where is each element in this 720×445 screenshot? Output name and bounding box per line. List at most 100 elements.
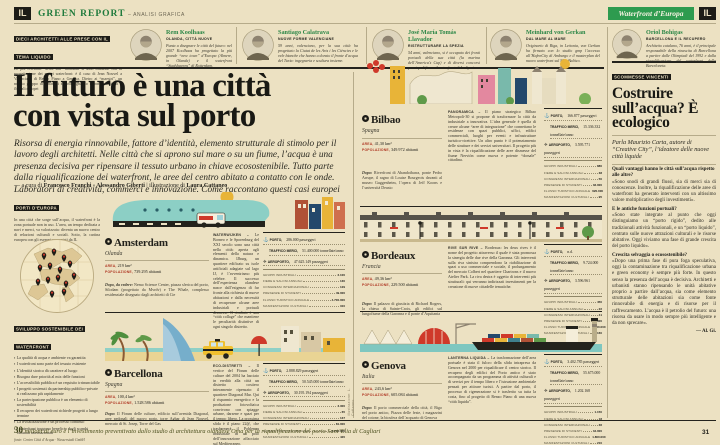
europe-map-icon: [20, 239, 94, 313]
city-country: Olanda: [105, 251, 123, 257]
city-stats-box: ⚓PORTO, 3.402.785 passeggeri TRAFFICO ME…: [544, 354, 606, 445]
interview-answer: «Dopo una prima fase di pura foga specul…: [612, 259, 716, 327]
stat-port: n.d.: [567, 250, 573, 254]
city-body-text: ECO-DISTRETTI – Il vertice del Fòrum del…: [213, 363, 259, 445]
city-section-bordeaux: Bordeaux Francia AREA, 49,36 km² POPOLAZ…: [360, 208, 606, 335]
plane-icon: ✈: [544, 388, 548, 394]
stat-row: PRESENZE DI STUDENTI 34.000: [544, 429, 602, 434]
barcellona-illustration-icon: [105, 318, 345, 361]
interview-sidebar: SCOMMESSE VINCENTI Costruire sull’acqua?…: [612, 61, 716, 334]
anchor-icon: ⚓: [544, 359, 550, 364]
city-body-text: PANORAMICA – Il piano strategico Bilbao …: [448, 109, 536, 163]
stat-cargo: 55.675.000 tonnellate/anno: [550, 370, 601, 383]
expert-bio: Architetto catalano, 76 anni, è il princ…: [646, 43, 716, 68]
byline-prefix: — a cura di: [14, 183, 44, 189]
anchor-icon: ⚓: [544, 113, 550, 118]
ports-tag: PORTI D’EUROPA: [14, 204, 59, 211]
city-marker-icon: [362, 251, 369, 258]
expert-role: BARCELLONA E IL RECUPERO: [646, 37, 706, 41]
stat-row: FIERE E SALONI ANNUALI 130: [263, 279, 345, 284]
header-rule: [14, 23, 716, 24]
stat-row: GRUPPI INDUSTRIALI 880: [544, 164, 602, 169]
list-item: ▪ La qualità di acqua e ambiente va garan…: [14, 355, 86, 360]
city-area: 49,36 km²: [374, 276, 392, 281]
stat-airport: 30.195.194 passeggeri: [293, 390, 328, 395]
city-marker-icon: [105, 238, 112, 245]
stat-row: FIERE E SALONI ANNUALI 38: [544, 170, 602, 175]
ports-text: In una città che sorge sull’acqua, il wa…: [14, 217, 100, 242]
stat-row: PRESENZE DI STUDENTI 49.000: [263, 291, 345, 296]
stat-row: FIERE E SALONI ANNUALI 65: [263, 410, 345, 415]
expert-portrait: [372, 29, 404, 66]
city-section-genova: Genova Italia AREA, 243,6 km² POPOLAZION…: [360, 312, 606, 445]
city-area: 243,6 km²: [374, 386, 392, 391]
stat-row: GRUPPI INDUSTRIALI 450: [544, 300, 602, 305]
stat-row: FLUSSO TURISTICO ANNUALE 1.800.000: [544, 435, 606, 440]
list-item: ▪ I waterfront traggono beneficio dagli s…: [14, 425, 89, 436]
page-title: Il futuro è una città con vista sul port…: [13, 68, 358, 133]
stat-airport: 1.202.168 passeggeri: [544, 389, 591, 402]
expert-card: Rem Koolhaas OLANDA, CITTÀ NUOVE Punta a…: [166, 29, 232, 68]
edition-badge: Waterfront d’Europa: [608, 7, 694, 20]
stat-row: FIERE E SALONI ANNUALI 22: [544, 306, 602, 311]
portrait-icon: [372, 29, 404, 61]
stat-port: 2.888.829 passeggeri: [286, 369, 319, 373]
city-sights: Dopo, da vedere: Nemo Science Center, pi…: [105, 282, 209, 298]
expert-portrait: [490, 29, 522, 66]
city-section-barcellona: Barcellona Spagna AREA, 100,4 km² POPOLA…: [105, 314, 345, 445]
city-body-text: LANTERNA LIQUIDA – La trasformazione del…: [448, 355, 536, 404]
divider: [486, 27, 487, 64]
city-country: Spagna: [362, 128, 380, 134]
footer-rule: [14, 420, 716, 422]
bordeaux-illustration-icon: [360, 212, 602, 242]
sidebar-rule: [607, 27, 608, 418]
expert-card: Santiago Calatrava NUOVE FORME VALENCIAN…: [278, 29, 358, 63]
amsterdam-illustration-icon: [112, 192, 345, 229]
decalogo-tag: SVILUPPO SOSTENIBILE DEI WATERFRONT: [14, 325, 86, 350]
city-population: 349.972 abitanti: [391, 147, 419, 153]
city-stats-box: ⚓PORTO, 286.000 passeggeri TRAFFICO MERC…: [263, 232, 345, 309]
stat-port: 286.000 passeggeri: [286, 238, 316, 242]
stat-airport: 47.625.149 passeggeri: [293, 259, 328, 264]
city-stats-box: ⚓PORTO, 166.877 passeggeri TRAFFICO MERC…: [544, 108, 603, 201]
city-info: Amsterdam Olanda AREA, 219 km² POPOLAZIO…: [105, 237, 209, 298]
expert-bio: 59 anni, valenciano, per la sua città ha…: [278, 43, 358, 63]
stat-port: 3.402.785 passeggeri: [567, 360, 600, 364]
expert-name: Rem Koolhaas: [166, 29, 205, 36]
decalogo-box: SVILUPPO SOSTENIBILE DEI WATERFRONT ▪ La …: [14, 317, 100, 442]
byline-illus-prefix: | illustrazione di: [144, 183, 187, 189]
illustration-credit: illustrazione: L. Cattaneo: [347, 387, 355, 416]
expert-role: DAL MARE AL MARE: [526, 37, 566, 41]
portrait-icon: [242, 29, 274, 61]
interview-answer: «Sono state integrate al punto che oggi …: [612, 213, 716, 250]
stat-cargo: 50.545.000 tonnellate/anno: [302, 379, 344, 384]
interview-question: Crescita selvaggia o ecosostenibile?: [612, 252, 688, 258]
column-rule: [353, 72, 354, 418]
expert-name: Oriol Bohigas: [646, 29, 683, 36]
stat-row: CONGRESSI INTERNAZIONALI 129: [263, 285, 345, 290]
stat-cargo: 15.336.332 tonnellate/anno: [550, 124, 601, 137]
plane-icon: ✈: [263, 389, 267, 395]
city-name: Barcellona: [114, 368, 163, 380]
city-sights: Dopo: Il Fòrum delle culture, edificio s…: [105, 411, 209, 427]
stat-row: MANIFESTAZIONI CULTURALI 95: [544, 195, 602, 200]
city-info: Bilbao Spagna AREA, 41,30 km² POPOLAZION…: [362, 114, 443, 191]
city-name: Bordeaux: [371, 250, 416, 262]
city-population: 229.500 abitanti: [391, 282, 419, 288]
plane-icon: ✈: [544, 278, 548, 284]
divider: [236, 27, 237, 64]
expert-role: NUOVE FORME VALENCIANE: [278, 37, 335, 41]
genova-illustration-icon: [360, 318, 602, 352]
expert-portrait: [130, 29, 162, 66]
interview-answer: «Sono snodi di grandi flussi, sia di mer…: [612, 179, 716, 204]
city-name: Bilbao: [371, 114, 401, 126]
stat-row: FIERE E SALONI ANNUALI 18: [544, 416, 602, 421]
experts-tag: DIECI ARCHITETTI ALLE PRESE CON IL TEMA …: [14, 35, 111, 60]
section-subtitle: – ANALISI GRAFICA: [128, 12, 185, 18]
plane-icon: ✈: [263, 258, 267, 264]
title-line-1: Il futuro è una città: [13, 68, 271, 104]
stat-airport: 3.596.961 passeggeri: [544, 279, 591, 292]
expert-bio: Punta a disegnare le città del futuro: n…: [166, 43, 232, 68]
city-country: Italia: [362, 374, 375, 380]
